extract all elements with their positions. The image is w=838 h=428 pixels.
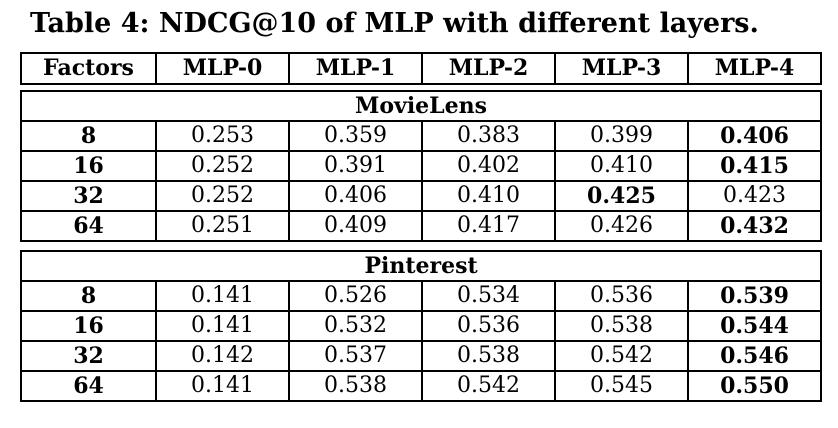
- value-cell: 0.526: [288, 280, 423, 312]
- value-cell: 0.252: [155, 150, 290, 182]
- header-cell-mlp-1: MLP-1: [288, 52, 423, 85]
- section-table-movielens: MovieLens 8 0.253 0.359 0.383 0.399 0.406 16 0.…: [19, 90, 823, 242]
- factor-cell: 64: [20, 210, 157, 242]
- value-cell: 0.409: [288, 210, 423, 242]
- section-body: 8 0.141 0.526 0.534 0.536 0.539 16 0.141 0.532 0.…: [20, 280, 823, 402]
- value-cell: 0.253: [155, 120, 290, 152]
- table-row: 32 0.252 0.406 0.410 0.425 0.423: [20, 180, 823, 212]
- table-row: 8 0.141 0.526 0.534 0.536 0.539: [20, 280, 823, 312]
- header-row: Factors MLP-0 MLP-1 MLP-2 MLP-3 MLP-4: [20, 52, 822, 85]
- table-row: 64 0.251 0.409 0.417 0.426 0.432: [20, 210, 823, 242]
- value-cell: 0.391: [288, 150, 423, 182]
- value-cell: 0.538: [288, 370, 423, 402]
- factor-cell: 16: [20, 310, 157, 342]
- table-row: 16 0.141 0.532 0.536 0.538 0.544: [20, 310, 823, 342]
- value-cell: 0.142: [155, 340, 290, 372]
- value-cell: 0.425: [554, 180, 689, 212]
- factor-cell: 32: [20, 340, 157, 372]
- value-cell: 0.542: [421, 370, 556, 402]
- table-row: 32 0.142 0.537 0.538 0.542 0.546: [20, 340, 823, 372]
- value-cell: 0.537: [288, 340, 423, 372]
- value-cell: 0.417: [421, 210, 556, 242]
- section-body: 8 0.253 0.359 0.383 0.399 0.406 16 0.252 0.391 0.…: [20, 120, 823, 242]
- header-table: Factors MLP-0 MLP-1 MLP-2 MLP-3 MLP-4: [20, 52, 822, 85]
- header-cell-mlp-3: MLP-3: [554, 52, 689, 85]
- table-row: 8 0.253 0.359 0.383 0.399 0.406: [20, 120, 823, 152]
- value-cell: 0.399: [554, 120, 689, 152]
- value-cell: 0.534: [421, 280, 556, 312]
- value-cell: 0.406: [686, 120, 823, 152]
- value-cell: 0.542: [554, 340, 689, 372]
- value-cell: 0.423: [686, 180, 823, 212]
- section-title: Pinterest: [19, 250, 823, 282]
- value-cell: 0.545: [554, 370, 689, 402]
- section-table-pinterest: Pinterest 8 0.141 0.526 0.534 0.536 0.539 16 0.…: [19, 250, 823, 402]
- value-cell: 0.410: [421, 180, 556, 212]
- header-cell-mlp-4: MLP-4: [687, 52, 822, 85]
- value-cell: 0.410: [554, 150, 689, 182]
- section-title-row: MovieLens: [19, 90, 823, 122]
- value-cell: 0.538: [554, 310, 689, 342]
- factor-cell: 16: [20, 150, 157, 182]
- table-row: 16 0.252 0.391 0.402 0.410 0.415: [20, 150, 823, 182]
- value-cell: 0.432: [686, 210, 823, 242]
- section-title: MovieLens: [19, 90, 823, 122]
- value-cell: 0.539: [686, 280, 823, 312]
- value-cell: 0.538: [421, 340, 556, 372]
- table-caption: Table 4: NDCG@10 of MLP with different l…: [30, 8, 759, 39]
- value-cell: 0.536: [554, 280, 689, 312]
- value-cell: 0.252: [155, 180, 290, 212]
- value-cell: 0.536: [421, 310, 556, 342]
- header-cell-mlp-0: MLP-0: [155, 52, 290, 85]
- factor-cell: 8: [20, 280, 157, 312]
- section-title-row: Pinterest: [19, 250, 823, 282]
- table-row: 64 0.141 0.538 0.542 0.545 0.550: [20, 370, 823, 402]
- factor-cell: 8: [20, 120, 157, 152]
- header-cell-factors: Factors: [20, 52, 157, 85]
- value-cell: 0.141: [155, 280, 290, 312]
- value-cell: 0.251: [155, 210, 290, 242]
- factor-cell: 32: [20, 180, 157, 212]
- value-cell: 0.141: [155, 370, 290, 402]
- value-cell: 0.406: [288, 180, 423, 212]
- value-cell: 0.532: [288, 310, 423, 342]
- value-cell: 0.426: [554, 210, 689, 242]
- value-cell: 0.141: [155, 310, 290, 342]
- value-cell: 0.383: [421, 120, 556, 152]
- value-cell: 0.544: [686, 310, 823, 342]
- value-cell: 0.415: [686, 150, 823, 182]
- value-cell: 0.550: [686, 370, 823, 402]
- value-cell: 0.359: [288, 120, 423, 152]
- value-cell: 0.546: [686, 340, 823, 372]
- factor-cell: 64: [20, 370, 157, 402]
- header-cell-mlp-2: MLP-2: [421, 52, 556, 85]
- value-cell: 0.402: [421, 150, 556, 182]
